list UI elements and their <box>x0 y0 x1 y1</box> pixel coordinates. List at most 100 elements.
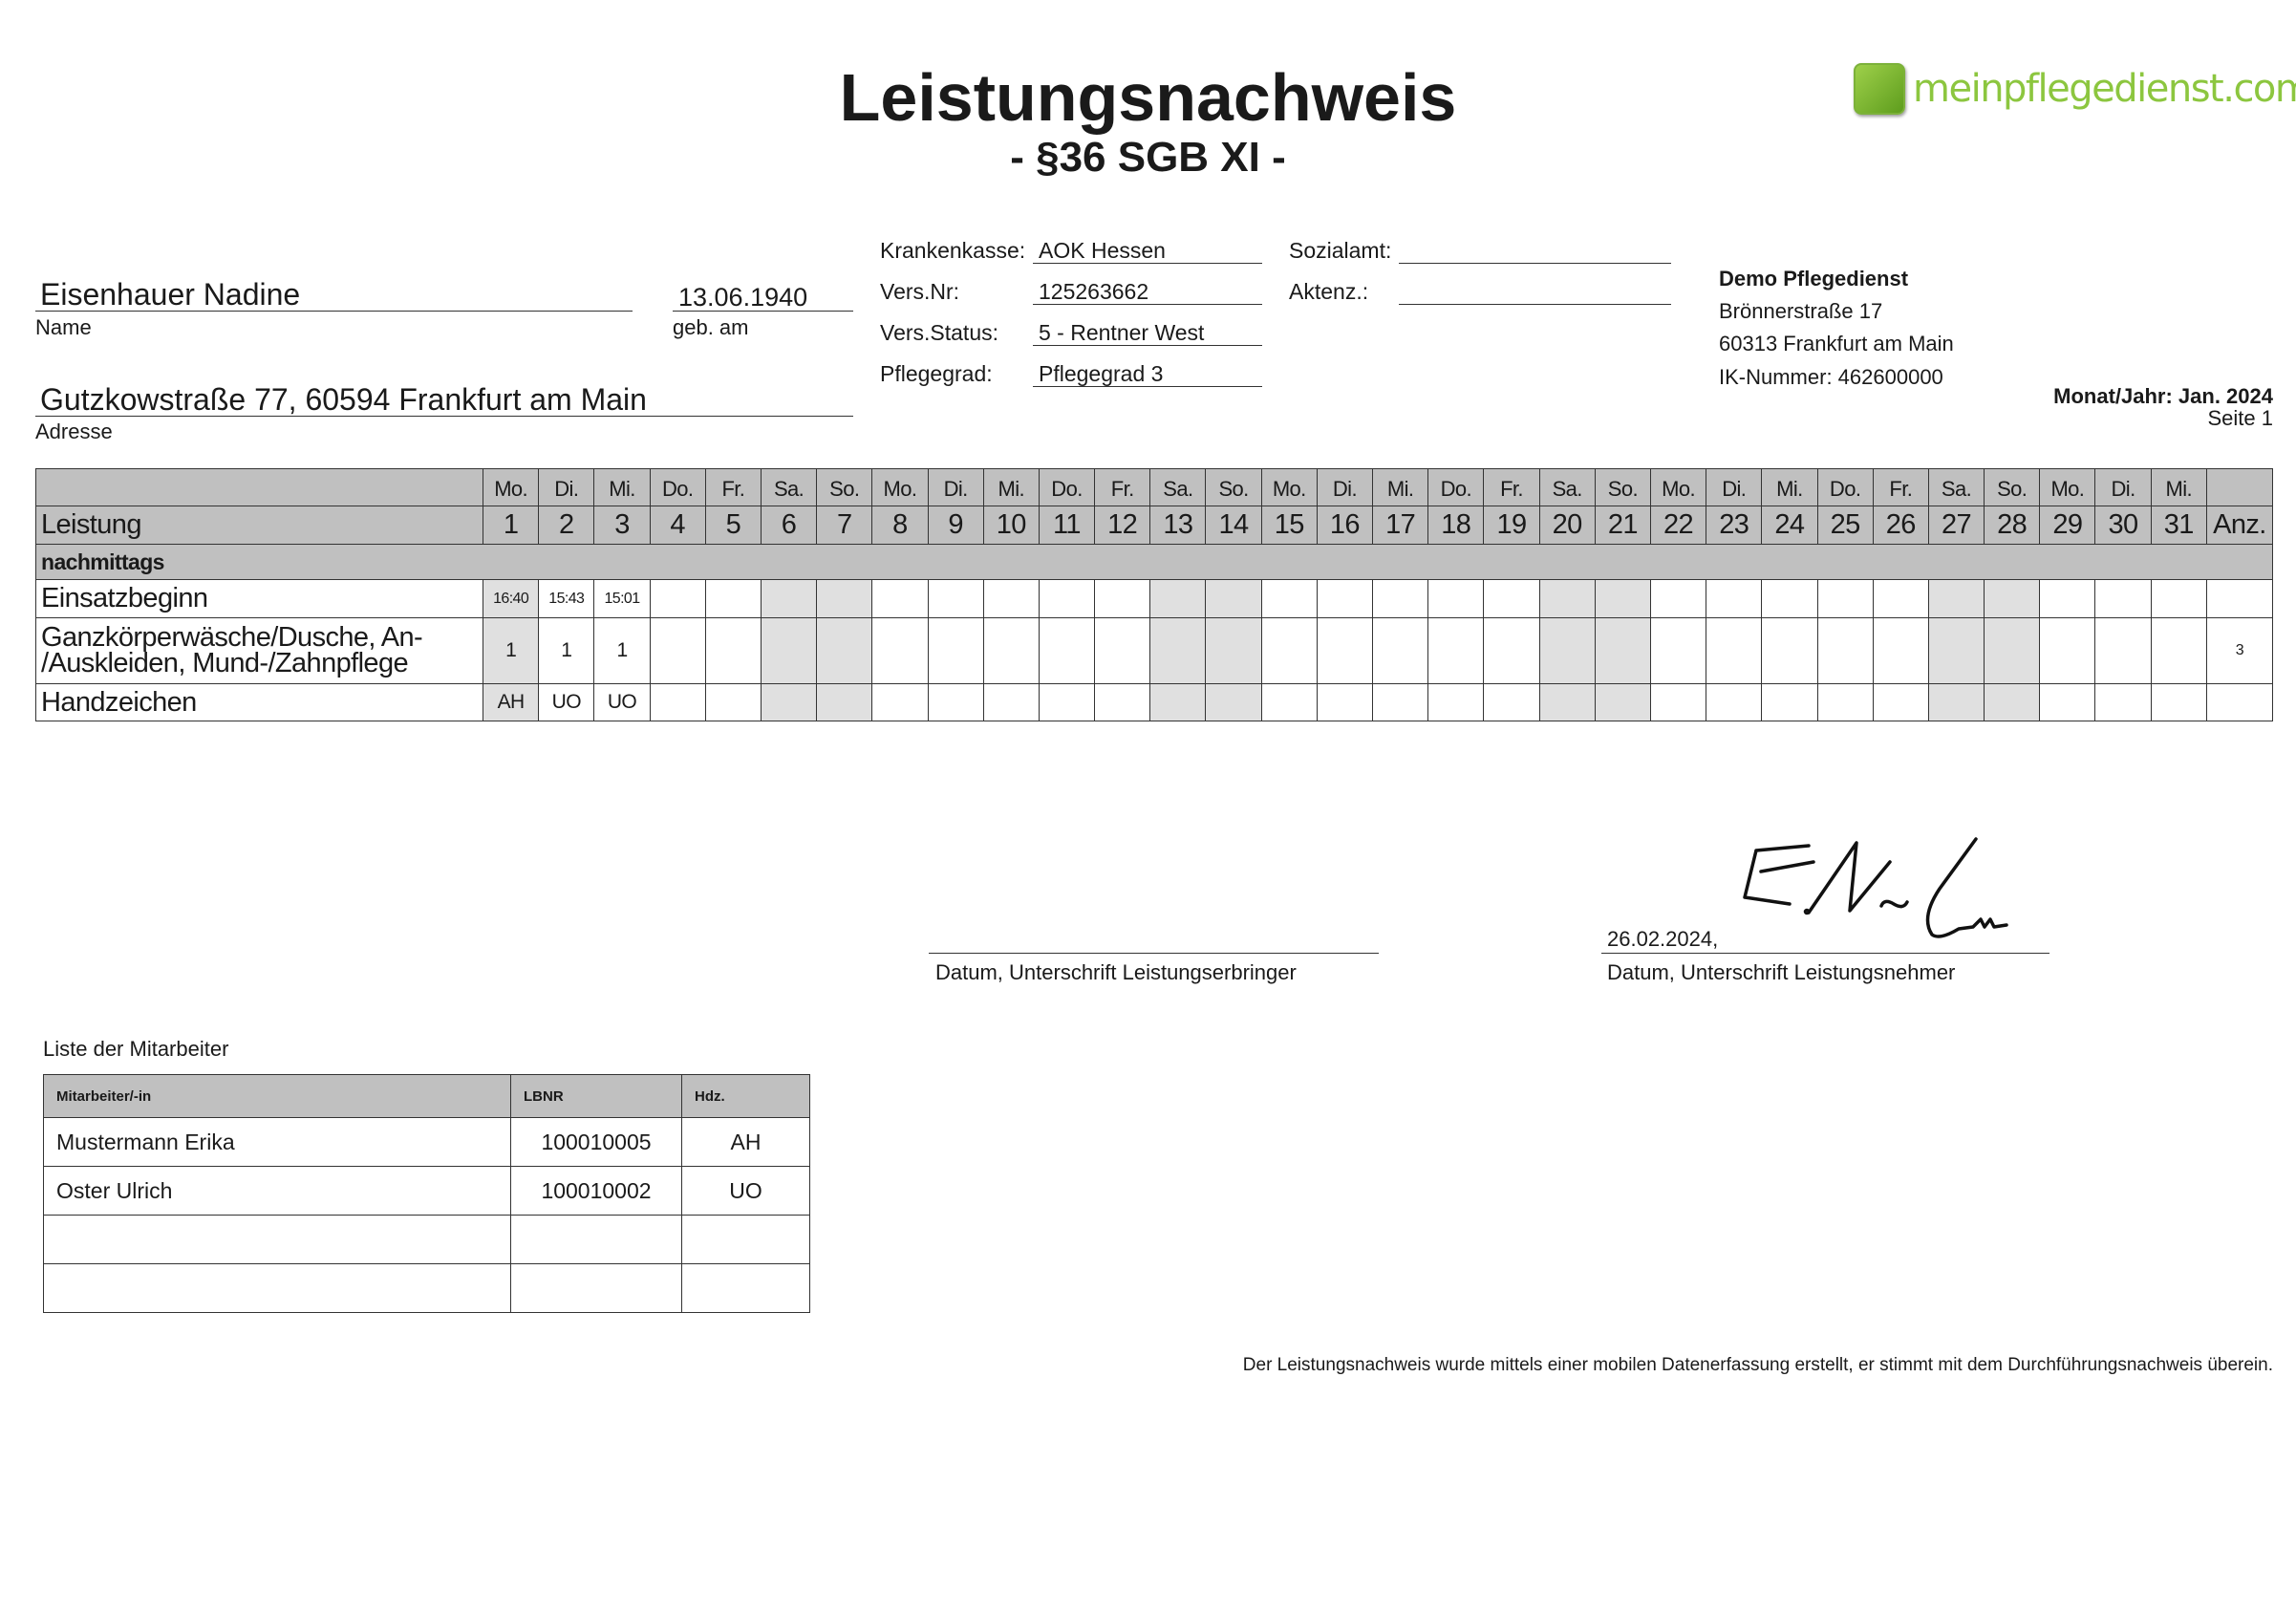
weekday-header: So. <box>1205 468 1262 506</box>
day-cell <box>982 617 1040 684</box>
logo-icon <box>1854 63 1905 115</box>
employee-list-title: Liste der Mitarbeiter <box>43 1037 229 1061</box>
day-cell <box>760 617 818 684</box>
day-header: 2 <box>538 506 595 545</box>
day-cell <box>1761 683 1818 721</box>
day-header: 19 <box>1483 506 1540 545</box>
divider <box>1033 386 1262 387</box>
day-cell <box>2039 579 2096 618</box>
provider-signature-label: Datum, Unterschrift Leistungserbringer <box>935 960 1297 984</box>
weekday-header: Mi. <box>1372 468 1429 506</box>
employee-cell <box>43 1263 511 1313</box>
footer-note: Der Leistungsnachweis wurde mittels eine… <box>1242 1355 2273 1375</box>
weekday-header: Fr. <box>1483 468 1540 506</box>
day-cell <box>1038 683 1096 721</box>
day-header: 25 <box>1816 506 1874 545</box>
employee-header: Hdz. <box>681 1074 810 1118</box>
day-header: 23 <box>1706 506 1763 545</box>
weekday-header: Do. <box>1816 468 1874 506</box>
day-cell: 1 <box>538 617 595 684</box>
employee-row: Oster Ulrich 100010002 UO <box>43 1166 810 1216</box>
page-title: Leistungsnachweis <box>839 60 1457 135</box>
day-header: 22 <box>1649 506 1707 545</box>
weekday-header: Di. <box>927 468 984 506</box>
anz-cell <box>2205 683 2274 721</box>
day-cell <box>1372 683 1429 721</box>
provider-name: Demo Pflegedienst <box>1719 267 1909 291</box>
weekday-header: Mi. <box>1761 468 1818 506</box>
day-cell <box>1260 617 1318 684</box>
employee-cell <box>681 1263 810 1313</box>
day-cell <box>1649 617 1707 684</box>
weekday-header: Do. <box>1427 468 1485 506</box>
employee-row <box>43 1263 810 1313</box>
recipient-signature-date: 26.02.2024, <box>1607 927 1719 951</box>
day-cell <box>2150 579 2207 618</box>
krankenkasse-value: AOK Hessen <box>1039 238 1166 263</box>
weekday-header: Do. <box>1038 468 1096 506</box>
day-header: 18 <box>1427 506 1485 545</box>
day-header: 3 <box>593 506 651 545</box>
day-cell <box>1316 617 1374 684</box>
day-cell <box>1927 579 1985 618</box>
service-table: Mo. Di. Mi. Do. Fr. Sa. So. Mo. Di. Mi. Do. Fr. Sa. S… <box>34 468 2274 721</box>
service-label: Ganzkörperwäsche/Dusche, An-/Auskleiden,… <box>34 617 484 684</box>
day-cell <box>1594 617 1651 684</box>
sozialamt-label: Sozialamt: <box>1289 238 1392 263</box>
anz-cell: 3 <box>2205 617 2274 684</box>
header-blank <box>34 468 484 506</box>
day-header: 8 <box>871 506 929 545</box>
divider <box>1033 304 1262 305</box>
day-cell <box>760 579 818 618</box>
divider <box>35 311 633 312</box>
day-header: 1 <box>483 506 540 545</box>
name-label: Name <box>35 315 92 339</box>
service-label-line: Ganzkörperwäsche/Dusche, An- <box>41 622 423 653</box>
day-header: 17 <box>1372 506 1429 545</box>
logo: meinpflegedienst.com <box>1854 63 2296 115</box>
recipient-signature-line <box>1601 953 2049 954</box>
service-label-line: /Auskleiden, Mund-/Zahnpflege <box>41 648 409 678</box>
day-cell <box>1984 617 2041 684</box>
day-cell <box>1260 579 1318 618</box>
day-header: 10 <box>982 506 1040 545</box>
day-cell <box>1594 683 1651 721</box>
weekday-header: Di. <box>1706 468 1763 506</box>
day-cell <box>760 683 818 721</box>
day-cell <box>1094 579 1151 618</box>
day-header: 31 <box>2150 506 2207 545</box>
day-header: 27 <box>1927 506 1985 545</box>
day-cell <box>927 683 984 721</box>
employee-cell <box>510 1263 682 1313</box>
day-header: 15 <box>1260 506 1318 545</box>
day-cell <box>1149 617 1207 684</box>
provider-signature-line <box>929 953 1379 954</box>
day-cell <box>1427 683 1485 721</box>
day-cell <box>1984 579 2041 618</box>
weekday-header: Di. <box>1316 468 1374 506</box>
day-cell <box>1816 683 1874 721</box>
day-header: 7 <box>816 506 873 545</box>
versnr-label: Vers.Nr: <box>880 279 960 304</box>
day-header: 16 <box>1316 506 1374 545</box>
day-cell <box>1872 617 1929 684</box>
page-subtitle: - §36 SGB XI - <box>1010 134 1286 181</box>
page-number: Seite 1 <box>2207 406 2274 430</box>
day-header: 5 <box>704 506 762 545</box>
table-row: Handzeichen AH UO UO <box>34 683 2274 721</box>
versstatus-label: Vers.Status: <box>880 320 999 345</box>
weekday-header: Mi. <box>2150 468 2207 506</box>
weekday-header: Mo. <box>483 468 540 506</box>
day-cell <box>2150 683 2207 721</box>
day-cell <box>1205 617 1262 684</box>
day-cell <box>871 683 929 721</box>
weekday-header: Di. <box>2094 468 2152 506</box>
day-cell <box>1538 617 1596 684</box>
day-cell <box>2094 617 2152 684</box>
day-cell: 15:43 <box>538 579 595 618</box>
employee-cell: Oster Ulrich <box>43 1166 511 1216</box>
weekday-header: So. <box>1594 468 1651 506</box>
day-header: 29 <box>2039 506 2096 545</box>
weekday-header: Di. <box>538 468 595 506</box>
day-cell <box>1149 579 1207 618</box>
